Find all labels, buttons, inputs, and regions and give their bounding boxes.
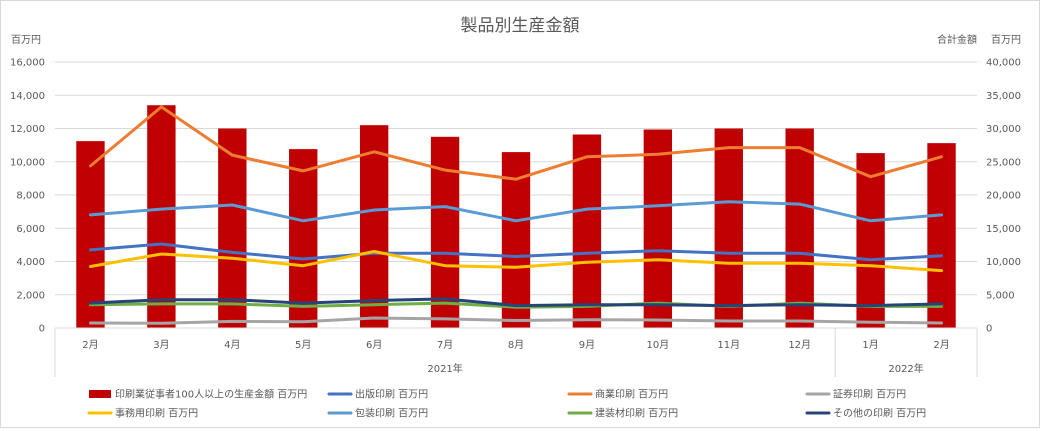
bar — [289, 149, 318, 328]
legend-label: 包装印刷 百万円 — [355, 407, 428, 420]
bar — [76, 141, 105, 328]
left-axis-tick-label: 4,000 — [16, 257, 45, 268]
left-axis-tick-label: 14,000 — [10, 91, 45, 102]
legend-swatch — [89, 390, 111, 398]
right-axis-tick-label: 35,000 — [986, 91, 1021, 102]
left-axis-tick-label: 2,000 — [16, 290, 45, 301]
left-axis-tick-label: 6,000 — [16, 224, 45, 235]
year-label: 2022年 — [888, 362, 923, 375]
right-axis-tick-label: 15,000 — [986, 224, 1021, 235]
x-axis-tick-label: 2月 — [82, 339, 98, 351]
bar — [218, 128, 247, 328]
right-axis-tick-label: 30,000 — [986, 124, 1021, 135]
right-axis-unit: 百万円 — [991, 34, 1021, 46]
x-axis-tick-label: 7月 — [437, 339, 453, 351]
legend-label: その他の印刷 百万円 — [833, 407, 926, 420]
series-line — [89, 242, 943, 262]
series-line — [89, 105, 943, 181]
left-axis-tick-label: 8,000 — [16, 191, 45, 202]
legend-label: 出版印刷 百万円 — [355, 388, 428, 401]
x-axis-tick-label: 10月 — [646, 339, 669, 351]
bar — [785, 128, 814, 328]
bar — [856, 153, 885, 328]
right-axis-tick-label: 20,000 — [986, 191, 1021, 202]
x-axis-tick-label: 8月 — [508, 339, 524, 351]
line-series — [89, 105, 943, 325]
bar — [643, 129, 673, 328]
right-axis-tick-label: 5,000 — [986, 290, 1015, 301]
x-axis-tick-label: 11月 — [717, 339, 740, 351]
x-axis-tick-label: 12月 — [788, 339, 811, 351]
legend: 印刷業従事者100人以上の生産金額 百万円 出版印刷 百万円 商業印刷 百万円 証券印… — [87, 388, 926, 420]
legend-label: 事務用印刷 百万円 — [115, 407, 198, 420]
bar — [359, 125, 389, 328]
x-axis-tick-label: 6月 — [366, 339, 382, 351]
legend-label: 建装材印刷 百万円 — [595, 407, 678, 420]
x-axis-tick-label: 1月 — [862, 339, 878, 351]
series-line — [89, 297, 943, 308]
bar-series — [76, 105, 956, 328]
bar — [572, 134, 602, 328]
bar — [147, 105, 176, 328]
legend-label: 印刷業従事者100人以上の生産金額 百万円 — [115, 388, 307, 401]
right-axis-tick-label: 0 — [986, 324, 992, 335]
left-axis-tick-label: 0 — [39, 324, 45, 335]
bar — [714, 128, 743, 328]
legend-label: 証券印刷 百万円 — [833, 388, 906, 401]
right-axis-title: 合計金額 — [937, 33, 977, 46]
right-axis-tick-label: 25,000 — [986, 157, 1021, 168]
series-line — [89, 250, 943, 273]
year-label: 2021年 — [427, 362, 462, 375]
x-axis-tick-label: 5月 — [295, 339, 311, 351]
legend-label: 商業印刷 百万円 — [595, 388, 668, 401]
x-axis-tick-label: 9月 — [579, 339, 595, 351]
bar — [927, 143, 956, 328]
left-axis-tick-label: 16,000 — [10, 58, 45, 69]
x-axis-tick-label: 2月 — [933, 339, 949, 351]
chart-title: 製品別生産金額 — [461, 16, 580, 36]
series-line — [89, 316, 943, 325]
left-axis-tick-label: 10,000 — [10, 157, 45, 168]
bar — [501, 152, 531, 328]
right-axis-tick-label: 40,000 — [986, 58, 1021, 69]
right-axis-tick-label: 10,000 — [986, 257, 1021, 268]
axes: 0 0 2,000 5,000 4,000 10,000 6,000 15,000 8,000 2… — [10, 58, 1021, 377]
x-axis-tick-label: 4月 — [224, 339, 240, 351]
series-line — [89, 301, 943, 309]
left-axis-unit: 百万円 — [11, 34, 41, 46]
series-line — [89, 200, 943, 223]
x-axis-tick-label: 3月 — [153, 339, 169, 351]
left-axis-tick-label: 12,000 — [10, 124, 45, 135]
